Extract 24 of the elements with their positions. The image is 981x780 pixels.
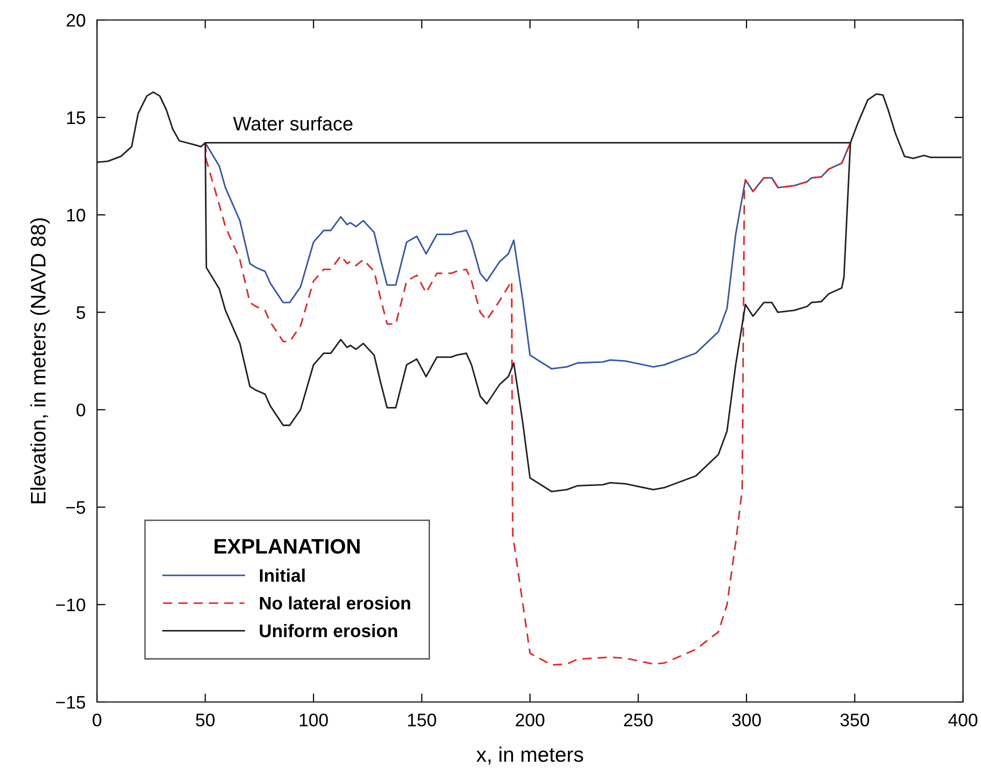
legend-title: EXPLANATION: [214, 538, 360, 554]
y-axis-title: Elevation, in meters (NAVD 88): [30, 218, 50, 504]
x-tick-label: 100: [300, 714, 328, 726]
x-tick-label: 350: [840, 714, 870, 726]
y-tick-label: 10: [67, 208, 86, 222]
x-tick-label: 400: [948, 714, 978, 726]
y-tick-label: −10: [56, 598, 86, 612]
x-tick-label: 250: [624, 714, 653, 726]
x-tick-label: 150: [408, 714, 436, 726]
x-tick-label: 0: [92, 714, 102, 726]
y-tick-label: 0: [76, 404, 86, 416]
y-tick-label: 15: [67, 112, 86, 124]
x-tick-label: 200: [516, 714, 544, 726]
x-tick-label: 50: [196, 714, 215, 726]
y-tick-label: 5: [76, 306, 86, 320]
legend-label: Initial: [260, 568, 305, 582]
x-tick-label: 300: [732, 714, 761, 726]
y-tick-label: −5: [66, 501, 86, 514]
legend-label: No lateral erosion: [260, 596, 410, 610]
annotation: Water surface: [233, 116, 352, 131]
y-tick-label: −15: [56, 696, 86, 709]
x-axis-title: x, in meters: [476, 746, 584, 764]
legend-label: Uniform erosion: [260, 624, 398, 638]
y-tick-label: 20: [66, 14, 86, 27]
